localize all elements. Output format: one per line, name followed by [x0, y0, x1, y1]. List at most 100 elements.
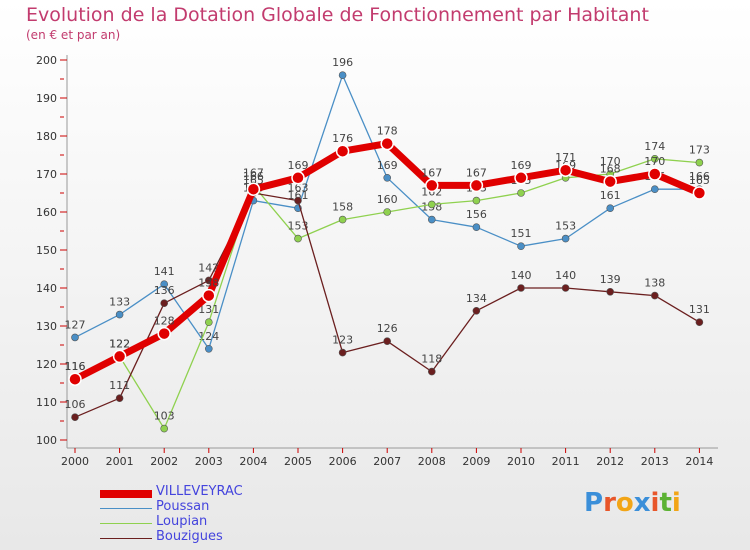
data-point	[115, 310, 124, 319]
data-point	[71, 413, 79, 422]
data-label: 196	[332, 56, 353, 69]
data-point	[648, 167, 662, 181]
data-point	[561, 284, 570, 292]
y-tick-label: 170	[36, 168, 57, 181]
data-label: 178	[377, 125, 398, 138]
data-label: 167	[466, 166, 487, 179]
y-tick-label: 110	[36, 396, 57, 409]
x-tick-label: 2003	[195, 455, 223, 468]
data-label: 122	[109, 337, 130, 350]
data-label: 141	[154, 265, 175, 278]
data-point	[294, 196, 302, 205]
data-label: 133	[109, 296, 130, 309]
x-tick-label: 2010	[507, 455, 535, 468]
data-point	[338, 215, 347, 224]
data-label: 169	[511, 159, 532, 172]
y-tick-label: 100	[36, 434, 57, 447]
data-point	[335, 144, 350, 158]
data-label: 139	[600, 273, 621, 286]
data-label: 122	[109, 337, 130, 350]
data-label: 116	[65, 360, 86, 373]
data-label: 167	[421, 166, 442, 179]
data-point	[695, 318, 704, 327]
data-point	[606, 287, 615, 296]
data-point	[603, 174, 617, 189]
data-point	[427, 215, 436, 224]
data-label: 166	[689, 170, 710, 183]
data-point	[112, 349, 127, 364]
data-point	[692, 186, 707, 200]
chart-title: Evolution de la Dotation Globale de Fonc…	[26, 4, 649, 26]
logo-letter: r	[603, 488, 616, 518]
data-point	[514, 171, 528, 185]
data-label: 173	[689, 144, 710, 157]
data-label: 161	[600, 189, 621, 202]
y-tick-label: 200	[36, 54, 57, 67]
data-label: 140	[555, 269, 576, 282]
data-label: 131	[689, 303, 710, 316]
legend-swatch	[100, 523, 152, 524]
data-label: 134	[466, 292, 487, 305]
data-label: 116	[65, 360, 86, 373]
data-label: 153	[555, 220, 576, 233]
x-tick-label: 2004	[239, 455, 267, 468]
x-tick-label: 2001	[106, 455, 134, 468]
data-point	[650, 291, 659, 300]
data-point	[517, 189, 525, 197]
data-point	[650, 155, 659, 163]
data-label: 165	[243, 174, 264, 187]
data-label: 127	[65, 318, 86, 331]
data-point	[425, 178, 439, 193]
data-label: 123	[332, 334, 353, 347]
data-label: 140	[511, 269, 532, 282]
data-point	[472, 306, 481, 315]
y-tick-label: 140	[36, 282, 57, 295]
data-label: 106	[65, 398, 86, 411]
data-label: 160	[377, 193, 398, 206]
data-label: 138	[198, 277, 219, 290]
data-label: 136	[154, 284, 175, 297]
data-label: 118	[421, 353, 442, 366]
x-tick-label: 2008	[418, 455, 446, 468]
data-label: 153	[288, 220, 309, 233]
data-point	[472, 196, 481, 205]
legend-label: Bouzigues	[156, 529, 223, 544]
data-label: 166	[243, 170, 264, 183]
data-point	[383, 208, 392, 216]
data-point	[157, 326, 171, 341]
data-point	[695, 158, 704, 167]
data-label: 170	[644, 155, 665, 168]
data-point	[205, 318, 213, 327]
data-label: 161	[288, 189, 309, 202]
x-tick-label: 2005	[284, 455, 312, 468]
x-tick-label: 2000	[61, 455, 89, 468]
data-point	[472, 223, 481, 231]
y-tick-label: 160	[36, 206, 57, 219]
chart-subtitle: (en € et par an)	[26, 28, 121, 42]
data-point	[68, 372, 82, 386]
data-label: 158	[332, 201, 353, 214]
data-label: 131	[198, 303, 219, 316]
data-label: 142	[198, 261, 219, 274]
legend-label: VILLEVEYRAC	[156, 484, 243, 499]
y-tick-label: 180	[36, 130, 57, 143]
logo-letter: P	[584, 488, 604, 518]
data-point	[517, 242, 525, 250]
data-label: 169	[377, 159, 398, 172]
data-label: 170	[600, 155, 621, 168]
data-point	[427, 200, 436, 209]
x-tick-label: 2012	[596, 455, 624, 468]
x-tick-label: 2014	[685, 455, 713, 468]
legend-swatch	[100, 490, 152, 498]
logo-letter: x	[633, 488, 651, 518]
data-label: 176	[332, 132, 353, 145]
data-point	[558, 163, 573, 177]
data-point	[383, 337, 392, 346]
y-tick-label: 120	[36, 358, 57, 371]
x-tick-label: 2007	[373, 455, 401, 468]
data-label: 126	[377, 322, 398, 335]
data-label: 151	[511, 227, 532, 240]
data-point	[291, 171, 305, 185]
data-point	[338, 348, 347, 357]
